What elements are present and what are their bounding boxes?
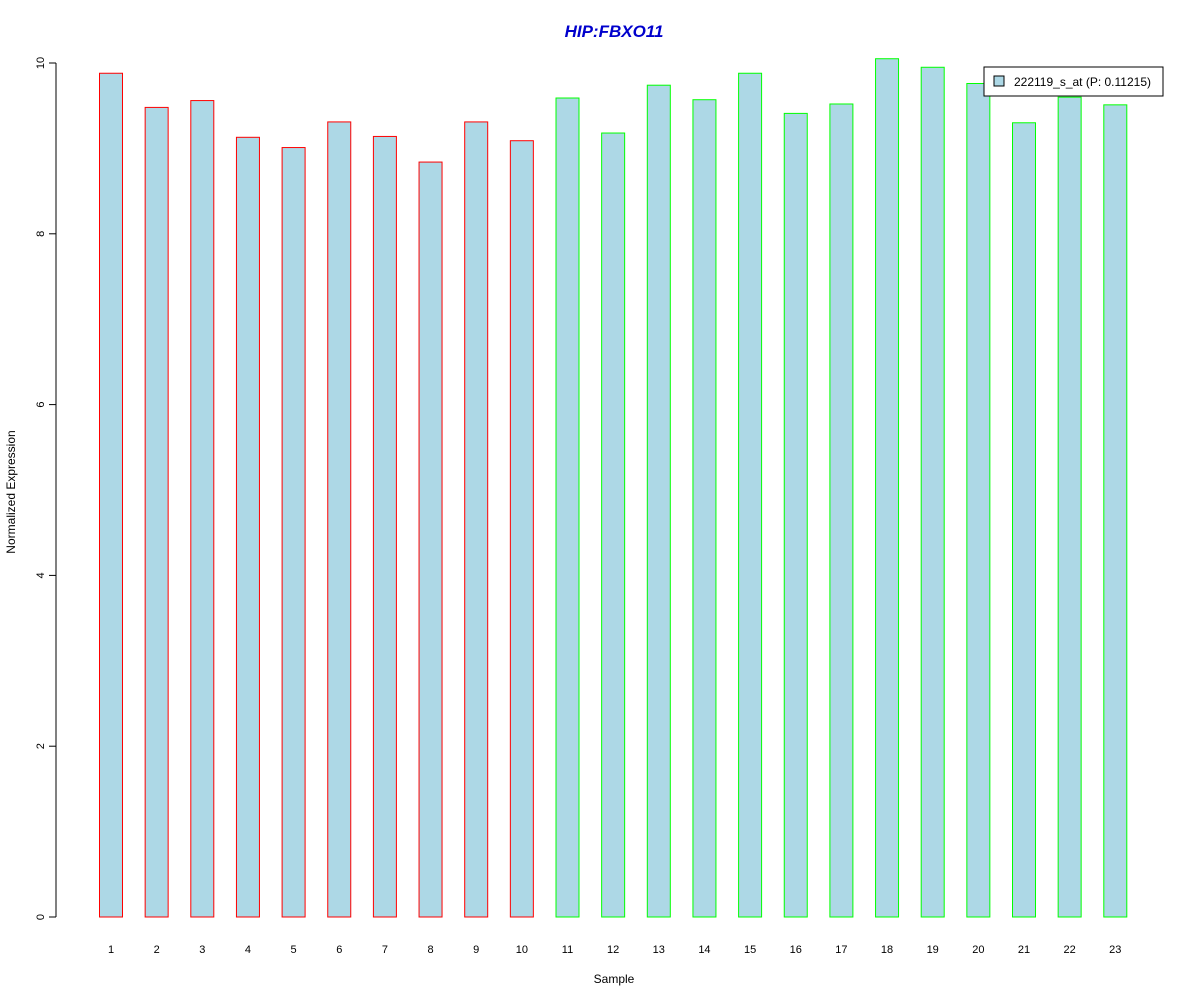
x-tick-label: 2: [154, 944, 160, 956]
x-tick-label: 15: [744, 944, 756, 956]
x-tick-label: 18: [881, 944, 893, 956]
chart-title: HIP:FBXO11: [565, 22, 664, 41]
bar-sample-9: [464, 121, 489, 918]
y-tick-label: 8: [35, 231, 47, 237]
bar-sample-8: [418, 161, 443, 918]
x-axis-label: Sample: [594, 972, 635, 986]
bar-sample-22: [1057, 96, 1082, 918]
bar-sample-1: [99, 72, 123, 918]
bar-sample-13: [646, 84, 671, 918]
bar-sample-3: [190, 100, 215, 918]
bar-sample-2: [144, 106, 169, 918]
y-tick-label: 0: [35, 914, 47, 920]
x-tick-label: 4: [245, 944, 251, 956]
bar-sample-20: [966, 82, 991, 918]
x-tick-label: 5: [291, 944, 297, 956]
bar-sample-14: [692, 99, 717, 918]
legend: 222119_s_at (P: 0.11215): [983, 66, 1164, 97]
bar-sample-5: [281, 147, 306, 918]
x-tick-label: 17: [835, 944, 847, 956]
x-tick-label: 23: [1109, 944, 1121, 956]
x-tick-label: 6: [336, 944, 342, 956]
legend-swatch: [993, 75, 1005, 87]
x-tick-label: 8: [427, 944, 433, 956]
legend-series-label: 222119_s_at (P: 0.11215): [1014, 75, 1151, 89]
y-tick-label: 2: [35, 743, 47, 749]
x-tick-label: 19: [927, 944, 939, 956]
x-tick-label: 20: [972, 944, 984, 956]
x-tick-label: 10: [516, 944, 528, 956]
y-tick-label: 10: [35, 57, 47, 69]
x-tick-label: 3: [199, 944, 205, 956]
y-axis: 0 2 4 6 8 10: [35, 57, 57, 920]
x-tick-label: 13: [653, 944, 665, 956]
bar-sample-10: [509, 140, 534, 918]
bar-sample-4: [235, 136, 260, 918]
bars-group: [99, 58, 1128, 918]
x-tick-label: 12: [607, 944, 619, 956]
x-tick-label: 7: [382, 944, 388, 956]
bar-sample-11: [555, 97, 580, 918]
bar-sample-6: [327, 121, 352, 918]
bar-sample-15: [738, 72, 763, 918]
x-tick-label: 21: [1018, 944, 1030, 956]
x-tick-label: 14: [698, 944, 710, 956]
bar-sample-18: [875, 58, 900, 918]
bar-sample-12: [601, 132, 626, 918]
bar-sample-21: [1012, 122, 1036, 918]
x-tick-label: 1: [108, 944, 114, 956]
bar-sample-7: [372, 135, 397, 918]
bar-sample-16: [783, 112, 808, 918]
x-tick-label: 16: [790, 944, 802, 956]
x-tick-label: 22: [1064, 944, 1076, 956]
bar-sample-23: [1103, 104, 1128, 918]
x-tick-labels: 1 2 3 4 5 6 7 8 9 10 11 12 13 14 15 16 17 18 19 20 21 22 23: [108, 944, 1121, 956]
y-tick-label: 4: [35, 572, 47, 578]
bar-sample-19: [920, 66, 945, 918]
x-tick-label: 11: [562, 944, 573, 956]
y-tick-label: 6: [35, 402, 47, 408]
y-axis-label: Normalized Expression: [4, 430, 18, 553]
bar-sample-17: [829, 103, 854, 918]
x-tick-label: 9: [473, 944, 479, 956]
legend-box: [983, 66, 1164, 97]
